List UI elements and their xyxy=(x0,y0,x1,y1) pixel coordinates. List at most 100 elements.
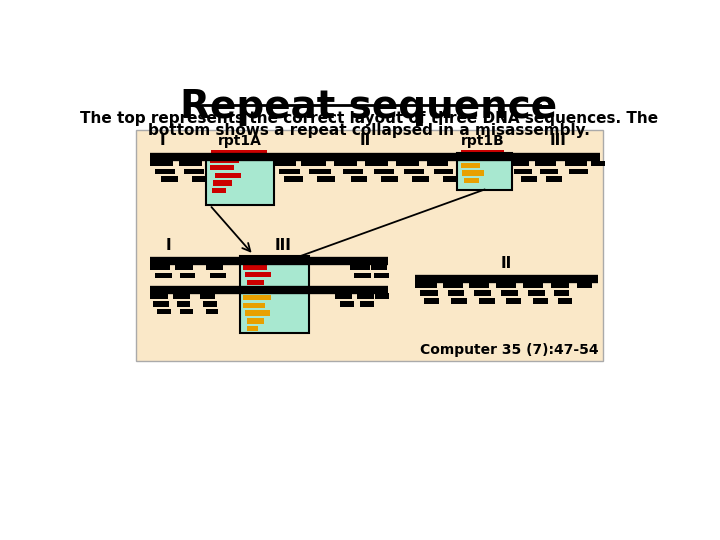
Bar xyxy=(192,177,209,182)
Bar xyxy=(479,298,495,303)
Bar xyxy=(175,265,194,271)
Bar xyxy=(374,273,389,278)
Text: rpt1B: rpt1B xyxy=(461,134,505,148)
Bar xyxy=(317,177,335,182)
Bar xyxy=(448,291,464,296)
Bar xyxy=(206,265,222,271)
Bar xyxy=(554,291,570,296)
Bar xyxy=(271,161,296,166)
Bar xyxy=(243,303,265,308)
Bar xyxy=(248,326,258,331)
Bar xyxy=(382,177,398,182)
Bar xyxy=(508,161,529,166)
Bar xyxy=(365,161,388,166)
Bar xyxy=(301,161,326,166)
Bar xyxy=(360,301,374,307)
Text: III: III xyxy=(549,133,566,148)
Bar xyxy=(284,177,303,182)
Bar xyxy=(434,169,453,174)
Text: The top represents the correct layout of three DNA sequences. The: The top represents the correct layout of… xyxy=(80,111,658,126)
Bar xyxy=(243,256,273,262)
Bar xyxy=(500,291,518,296)
Bar xyxy=(461,155,485,160)
Bar xyxy=(155,273,172,278)
Bar xyxy=(415,283,437,288)
Bar xyxy=(405,169,425,174)
Bar xyxy=(565,161,587,166)
Bar xyxy=(570,169,588,174)
Text: I: I xyxy=(160,133,166,148)
Bar xyxy=(374,169,394,174)
Bar xyxy=(462,150,504,159)
Bar xyxy=(206,155,274,205)
Bar xyxy=(350,265,370,271)
Bar xyxy=(246,318,264,323)
Bar xyxy=(540,169,559,174)
Bar xyxy=(371,265,387,271)
Bar xyxy=(184,169,204,174)
Bar xyxy=(243,295,271,300)
Bar xyxy=(474,291,490,296)
Bar xyxy=(203,301,217,307)
Bar xyxy=(248,287,260,293)
Bar xyxy=(412,177,429,182)
Bar xyxy=(161,177,178,182)
Bar xyxy=(150,265,170,271)
Bar xyxy=(496,283,516,288)
Text: bottom shows a repeat collapsed in a misassembly.: bottom shows a repeat collapsed in a mis… xyxy=(148,123,590,138)
Bar xyxy=(351,177,367,182)
Bar xyxy=(521,177,537,182)
Bar xyxy=(461,163,480,168)
Bar xyxy=(157,309,171,314)
Bar xyxy=(211,161,227,166)
Bar xyxy=(240,256,309,333)
Bar xyxy=(199,294,215,299)
Text: rpt1A: rpt1A xyxy=(217,134,261,148)
Bar xyxy=(334,161,357,166)
Bar xyxy=(443,177,460,182)
Bar xyxy=(590,161,605,166)
Bar xyxy=(354,273,372,278)
Bar xyxy=(340,301,354,307)
Text: I: I xyxy=(166,239,171,253)
Bar xyxy=(279,169,300,174)
Bar xyxy=(506,298,521,303)
Bar xyxy=(559,298,572,303)
Bar xyxy=(528,291,544,296)
Bar xyxy=(335,294,352,299)
Bar xyxy=(206,309,218,314)
Bar xyxy=(546,177,562,182)
Bar xyxy=(179,161,202,166)
Bar xyxy=(155,169,175,174)
Text: Computer 35 (7):47-54: Computer 35 (7):47-54 xyxy=(420,343,598,357)
Bar xyxy=(210,165,234,170)
Bar xyxy=(245,310,270,316)
Bar xyxy=(213,180,232,186)
Bar xyxy=(174,294,190,299)
Bar xyxy=(396,161,419,166)
Bar xyxy=(423,298,439,303)
Bar xyxy=(577,283,593,288)
Bar xyxy=(246,280,264,285)
Bar xyxy=(469,283,489,288)
Bar xyxy=(212,188,226,193)
Bar xyxy=(211,150,267,159)
Bar xyxy=(375,294,389,299)
Bar xyxy=(514,169,532,174)
Bar xyxy=(534,161,556,166)
Bar xyxy=(533,298,549,303)
Bar xyxy=(210,273,226,278)
Bar xyxy=(343,169,363,174)
Bar xyxy=(153,301,168,307)
Bar xyxy=(245,272,271,278)
Text: II: II xyxy=(359,133,371,148)
Bar xyxy=(215,173,241,178)
Bar xyxy=(456,153,512,190)
Text: II: II xyxy=(500,256,512,271)
Bar xyxy=(443,283,463,288)
Bar xyxy=(451,298,467,303)
Bar xyxy=(243,264,266,269)
Bar xyxy=(137,130,603,361)
Bar xyxy=(464,178,479,184)
Bar xyxy=(462,170,484,176)
